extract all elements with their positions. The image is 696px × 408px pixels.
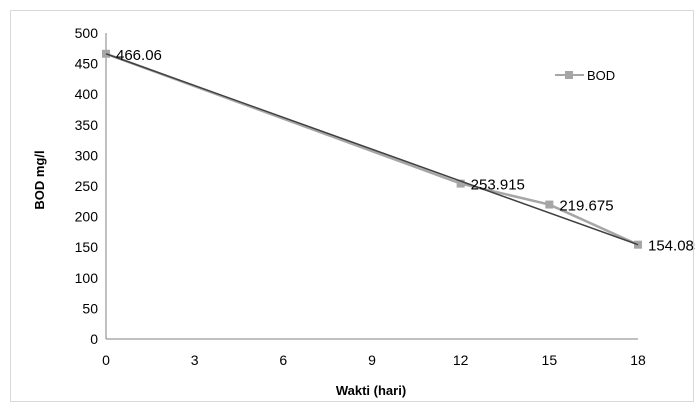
x-tick-labels: 0 3 6 9 12 15 18 [102, 352, 646, 368]
y-tick-label: 150 [75, 239, 99, 255]
y-tick-label: 200 [75, 209, 99, 225]
x-tick-label: 15 [542, 352, 558, 368]
y-tick-label: 500 [75, 25, 99, 41]
x-tick-label: 6 [279, 352, 287, 368]
y-tick-label: 250 [75, 178, 99, 194]
x-axis-label: Wakti (hari) [336, 383, 406, 398]
y-tick-label: 0 [90, 331, 98, 347]
legend-marker [565, 71, 573, 79]
chart-frame: 0 50 100 150 200 250 300 350 400 450 500 0 3 6 9 12 15 1… [10, 10, 696, 402]
y-tick-label: 100 [75, 270, 99, 286]
y-tick-label: 300 [75, 147, 99, 163]
data-label: 154.085 [648, 238, 695, 255]
data-point [456, 179, 465, 188]
data-labels: 466.06 253.915 219.675 154.085 [116, 47, 696, 255]
y-axis-label: BOD mg/l [32, 150, 47, 209]
legend-entry-bod: BOD [587, 68, 615, 83]
y-tick-label: 50 [82, 300, 98, 316]
axes [105, 33, 638, 340]
x-tick-label: 12 [453, 352, 469, 368]
trendline [105, 53, 639, 246]
legend: BOD [555, 68, 615, 83]
y-tick-label: 400 [75, 86, 99, 102]
bod-line-chart: 0 50 100 150 200 250 300 350 400 450 500 0 3 6 9 12 15 1… [32, 25, 696, 398]
x-tick-label: 18 [630, 352, 646, 368]
x-tick-label: 3 [191, 352, 199, 368]
data-label: 219.675 [559, 198, 613, 215]
series-line-bod [105, 52, 639, 246]
data-label: 253.915 [471, 177, 525, 194]
data-label: 466.06 [116, 47, 162, 64]
x-tick-label: 0 [102, 352, 110, 368]
data-point [545, 200, 554, 209]
x-tick-label: 9 [368, 352, 376, 368]
trendline-layer [105, 53, 639, 246]
y-tick-labels: 0 50 100 150 200 250 300 350 400 450 500 [75, 25, 99, 347]
y-tick-label: 350 [75, 117, 99, 133]
y-tick-label: 450 [75, 56, 99, 72]
